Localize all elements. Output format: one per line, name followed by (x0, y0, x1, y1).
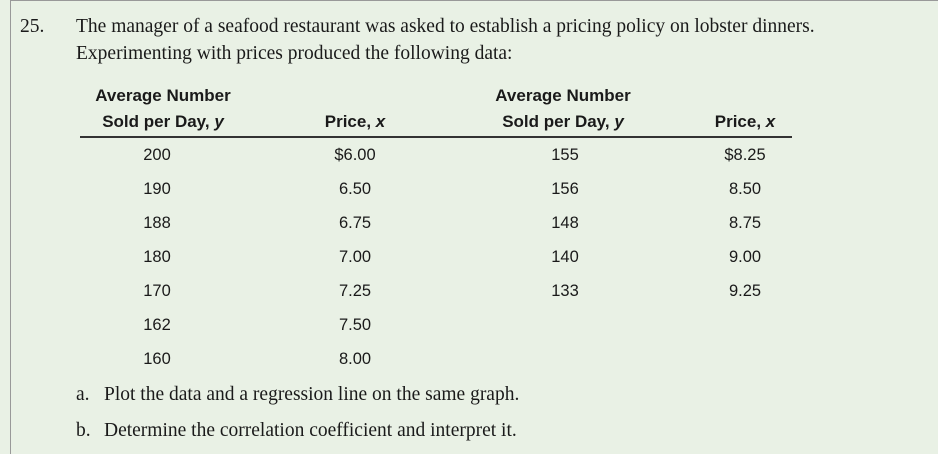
table-cell: 9.00 (728, 248, 762, 266)
table-cell: 6.50 (338, 180, 372, 198)
column-header: Price, x (325, 112, 386, 132)
table-cell: 156 (551, 180, 579, 198)
table-cell: 8.50 (728, 180, 762, 198)
header-rule (80, 136, 792, 138)
table-cell: 200 (143, 146, 171, 164)
table-cell: 148 (551, 214, 579, 232)
table-cell: 170 (143, 282, 171, 300)
table-cell: $6.00 (334, 146, 376, 164)
table-cell: 155 (551, 146, 579, 164)
part-label: b. (76, 420, 91, 441)
table-cell: 8.00 (338, 350, 372, 368)
column-header: Sold per Day, y (502, 112, 624, 132)
table-cell: 188 (143, 214, 171, 232)
header-label: Sold per Day, (102, 112, 215, 131)
table-cell: 9.25 (728, 282, 762, 300)
table-cell: 7.00 (338, 248, 372, 266)
header-label: Price, (324, 112, 376, 131)
table-cell: 6.75 (338, 214, 372, 232)
left-border (10, 0, 11, 454)
table-cell: 180 (143, 248, 171, 266)
table-cell: $8.25 (724, 146, 766, 164)
table-cell: 160 (143, 350, 171, 368)
header-variable: x (375, 112, 386, 131)
problem-line: Experimenting with prices produced the f… (76, 43, 513, 64)
table-cell: 7.25 (338, 282, 372, 300)
table-cell: 7.50 (338, 316, 372, 334)
table-cell: 162 (143, 316, 171, 334)
table-cell: 133 (551, 282, 579, 300)
problem-line: The manager of a seafood restaurant was … (76, 16, 815, 37)
header-label: Price, (714, 112, 766, 131)
header-label: Sold per Day, (502, 112, 615, 131)
table-cell: 140 (551, 248, 579, 266)
part-label: a. (76, 384, 90, 405)
top-border (10, 0, 938, 1)
column-header: Average Number (495, 86, 631, 105)
column-header: Price, x (715, 112, 776, 132)
header-variable: y (214, 112, 224, 131)
header-variable: y (614, 112, 624, 131)
part-text: Determine the correlation coefficient an… (104, 420, 517, 441)
problem-number: 25. (20, 16, 45, 37)
table-cell: 8.75 (728, 214, 762, 232)
header-variable: x (765, 112, 776, 131)
table-cell: 190 (143, 180, 171, 198)
column-header: Average Number (95, 86, 231, 105)
part-text: Plot the data and a regression line on t… (104, 384, 520, 405)
column-header: Sold per Day, y (102, 112, 224, 132)
